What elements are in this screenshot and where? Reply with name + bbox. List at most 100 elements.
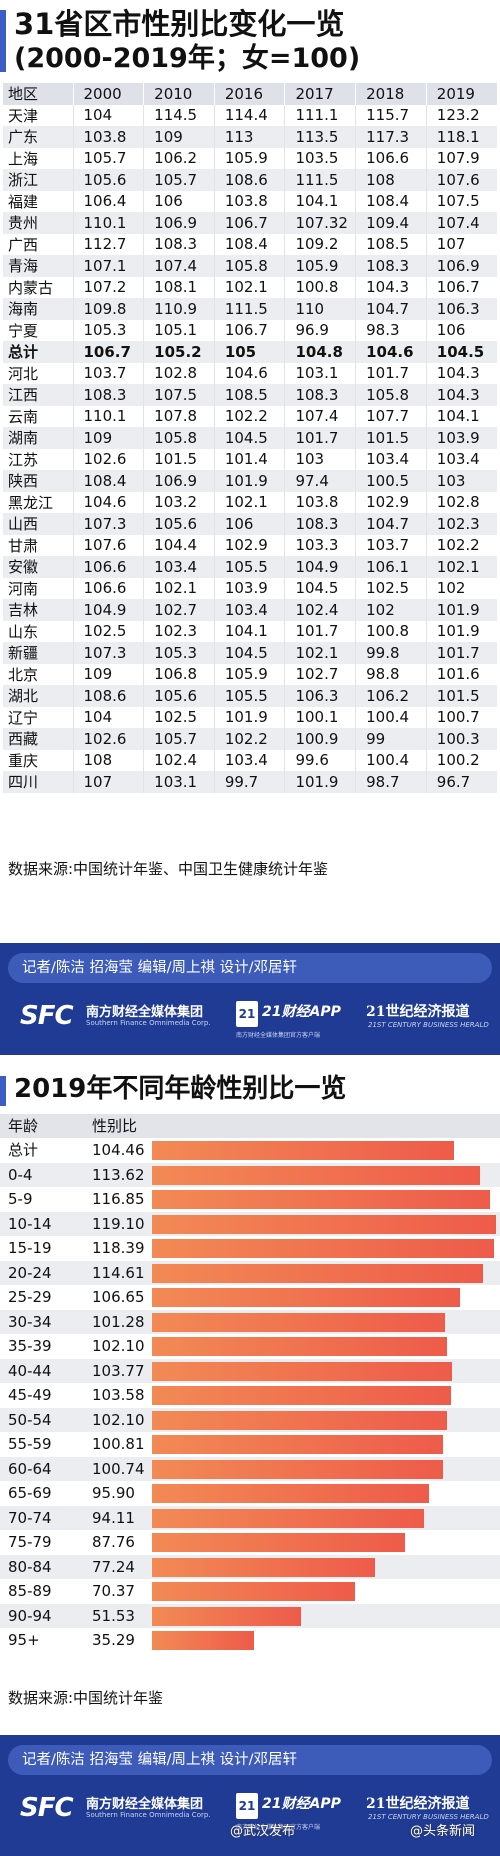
ratio-cell: 103.4 [143, 556, 215, 578]
c21-app-name: 21财经APP [262, 1004, 341, 1020]
ratio-cell: 103.2 [143, 491, 215, 513]
table-row: 总计 106.7 105.2 105 104.8 104.6 104.5 [3, 341, 497, 363]
ratio-cell: 102.7 [143, 599, 215, 621]
age-group-label: 70-74 [8, 1508, 52, 1527]
ratio-cell: 105.3 [143, 642, 215, 664]
age-bar-row: 10-14 119.10 [0, 1211, 500, 1236]
ratio-cell: 115.7 [355, 104, 427, 126]
ratio-cell: 104.9 [72, 599, 144, 621]
table-row: 陕西 108.4 106.9 101.9 97.4 100.5 103 [3, 470, 497, 492]
region-cell: 新疆 [8, 644, 39, 663]
column-header: 2016 [213, 83, 285, 105]
data-source-note: 数据来源:中国统计年鉴、中国卫生健康统计年鉴 [8, 860, 329, 878]
region-cell: 河北 [8, 364, 39, 383]
ratio-cell: 101.9 [425, 599, 497, 621]
ratio-cell: 106.3 [425, 298, 497, 320]
ratio-cell: 106.4 [72, 190, 144, 212]
ratio-bar [152, 1165, 480, 1185]
ratio-cell: 96.9 [284, 319, 356, 341]
ratio-value-label: 35.29 [92, 1631, 135, 1649]
ratio-bar [152, 1435, 443, 1454]
ratio-cell: 108.4 [213, 233, 285, 255]
ratio-cell: 117.3 [355, 126, 427, 148]
ratio-cell: 104.1 [284, 190, 356, 212]
table-row: 湖北 108.6 105.6 105.5 106.3 106.2 101.5 [3, 685, 497, 707]
page-subtitle: (2000-2019年；女=100) [14, 43, 361, 74]
credits-pill: 记者/陈洁 招海莹 编辑/周上祺 设计/邓居轩 [8, 1745, 492, 1775]
ratio-cell: 102.8 [425, 491, 497, 513]
ratio-cell: 101.9 [284, 771, 356, 793]
table-row: 安徽 106.6 103.4 105.5 104.9 106.1 102.1 [3, 556, 497, 578]
ratio-cell: 100.9 [284, 728, 356, 750]
ratio-cell: 104 [72, 706, 144, 728]
ratio-cell: 102 [355, 599, 427, 621]
ratio-cell: 100.8 [284, 276, 356, 298]
herald-name-cn: 21世纪经济报道 [366, 1796, 470, 1812]
credits-pill: 记者/陈洁 招海莹 编辑/周上祺 设计/邓居轩 [8, 953, 492, 983]
ratio-bar [152, 1459, 443, 1479]
region-cell: 河南 [8, 579, 39, 598]
age-group-label: 60-64 [8, 1459, 52, 1478]
ratio-bar [152, 1312, 445, 1332]
ratio-bar [152, 1410, 447, 1430]
ratio-cell: 113 [213, 126, 285, 148]
ratio-cell: 106.6 [72, 556, 144, 578]
ratio-cell: 102.5 [355, 577, 427, 599]
ratio-value-label: 106.65 [92, 1288, 145, 1306]
ratio-cell: 102.2 [213, 728, 285, 750]
ratio-cell: 105.6 [143, 685, 215, 707]
region-cell: 广东 [8, 128, 39, 147]
ratio-cell: 100.2 [425, 749, 497, 771]
table-row: 宁夏 105.3 105.1 106.7 96.9 98.3 106 [3, 319, 497, 341]
ratio-bar [152, 1190, 490, 1209]
ratio-cell: 108.6 [72, 685, 144, 707]
ratio-cell: 102.6 [72, 728, 144, 750]
age-bar-row: 95+ 35.29 [0, 1628, 500, 1653]
ratio-cell: 105.9 [284, 255, 356, 277]
ratio-cell: 109.4 [355, 212, 427, 234]
region-cell: 甘肃 [8, 536, 39, 555]
region-cell: 山西 [8, 515, 39, 534]
age-group-label: 65-69 [8, 1484, 52, 1502]
ratio-cell: 102.9 [213, 534, 285, 556]
age-bar-row: 40-44 103.77 [0, 1358, 500, 1383]
column-header: 2000 [72, 83, 144, 105]
age-bar-row: 总计 104.46 [0, 1138, 500, 1163]
ratio-bar [152, 1631, 254, 1650]
region-cell: 江西 [8, 386, 39, 405]
ratio-value-label: 102.10 [92, 1337, 145, 1355]
ratio-value-label: 51.53 [92, 1606, 135, 1625]
ratio-bar [152, 1214, 496, 1234]
ratio-cell: 102.7 [284, 663, 356, 685]
ratio-cell: 107.3 [72, 642, 144, 664]
ratio-cell: 103.1 [284, 362, 356, 384]
ratio-cell: 107.3 [72, 513, 144, 535]
ratio-cell: 102.3 [425, 513, 497, 535]
table-row: 吉林 104.9 102.7 103.4 102.4 102 101.9 [3, 599, 497, 621]
table-row: 广西 112.7 108.3 108.4 109.2 108.5 107 [3, 233, 497, 255]
page-title: 31省区市性别比变化一览 [14, 7, 345, 41]
ratio-cell: 101.9 [425, 620, 497, 642]
age-bar-row: 65-69 95.90 [0, 1481, 500, 1506]
ratio-cell: 102.8 [143, 362, 215, 384]
age-bar-row: 70-74 94.11 [0, 1505, 500, 1530]
ratio-cell: 103.7 [72, 362, 144, 384]
ratio-cell: 107.4 [425, 212, 497, 234]
ratio-cell: 102.1 [284, 642, 356, 664]
ratio-cell: 101.7 [284, 427, 356, 449]
age-bar-row: 0-4 113.62 [0, 1162, 500, 1187]
ratio-cell: 103.4 [425, 448, 497, 470]
ratio-cell: 102.4 [143, 749, 215, 771]
ratio-cell: 108.3 [355, 255, 427, 277]
ratio-cell: 111.5 [213, 298, 285, 320]
region-cell: 内蒙古 [8, 278, 54, 297]
ratio-cell: 105.3 [72, 319, 144, 341]
herald-name-en: 21ST CENTURY BUSINESS HERALD [368, 1021, 489, 1029]
ratio-cell: 104.8 [284, 341, 356, 363]
age-group-label: 40-44 [8, 1361, 52, 1380]
age-group-label: 20-24 [8, 1263, 52, 1282]
region-cell: 北京 [8, 665, 39, 684]
table-row: 海南 109.8 110.9 111.5 110 104.7 106.3 [3, 298, 497, 320]
ratio-cell: 99 [355, 728, 427, 750]
ratio-bar [152, 1361, 452, 1381]
